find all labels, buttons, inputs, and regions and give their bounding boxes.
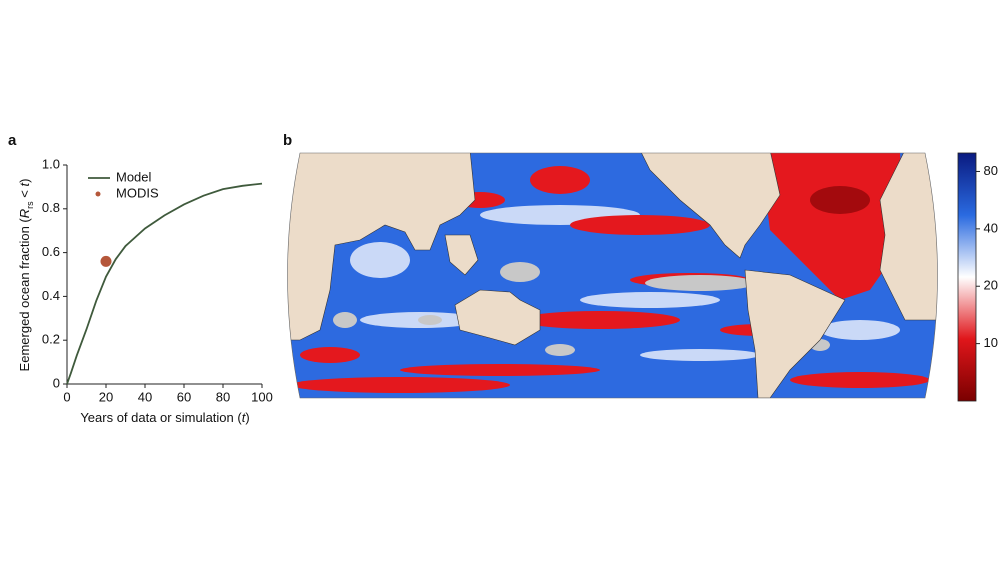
map — [287, 153, 938, 398]
model-line — [66, 182, 263, 385]
colorbar-tick-label: 20 — [984, 278, 998, 293]
y-tick-label: 0.4 — [42, 288, 60, 303]
no-data — [333, 262, 830, 356]
colorbar-tick-label: 40 — [984, 220, 998, 235]
data-point — [100, 255, 112, 267]
panel-label: b — [283, 132, 292, 149]
y-tick-label: 0.2 — [42, 332, 60, 347]
x-tick-label: 20 — [99, 389, 113, 404]
x-axis-label: Years of data or simulation (t) — [80, 410, 249, 425]
y-tick-label: 0.6 — [42, 244, 60, 259]
map-outline — [287, 152, 938, 399]
legend-label: Model — [116, 169, 152, 184]
colorbar — [957, 152, 977, 402]
x-tick-label: 80 — [216, 389, 230, 404]
colorbar-tick-label: 10 — [984, 335, 998, 350]
colorbar-tick-label: 80 — [984, 163, 998, 178]
x-tick-label: 40 — [138, 389, 152, 404]
land — [287, 153, 938, 398]
x-tick-label: 0 — [63, 389, 70, 404]
ocean-pattern — [290, 153, 930, 393]
y-tick-label: 0 — [53, 375, 60, 390]
x-tick-label: 60 — [177, 389, 191, 404]
y-tick-label: 1.0 — [42, 156, 60, 171]
panel-label: a — [8, 132, 17, 149]
ocean-pattern — [810, 186, 870, 214]
x-tick-label: 100 — [251, 389, 273, 404]
y-tick-label: 0.8 — [42, 200, 60, 215]
legend-label: MODIS — [116, 185, 159, 200]
legend-marker — [95, 191, 101, 197]
y-axis-label: Eemerged ocean fraction (Rrs < t) — [17, 179, 35, 372]
